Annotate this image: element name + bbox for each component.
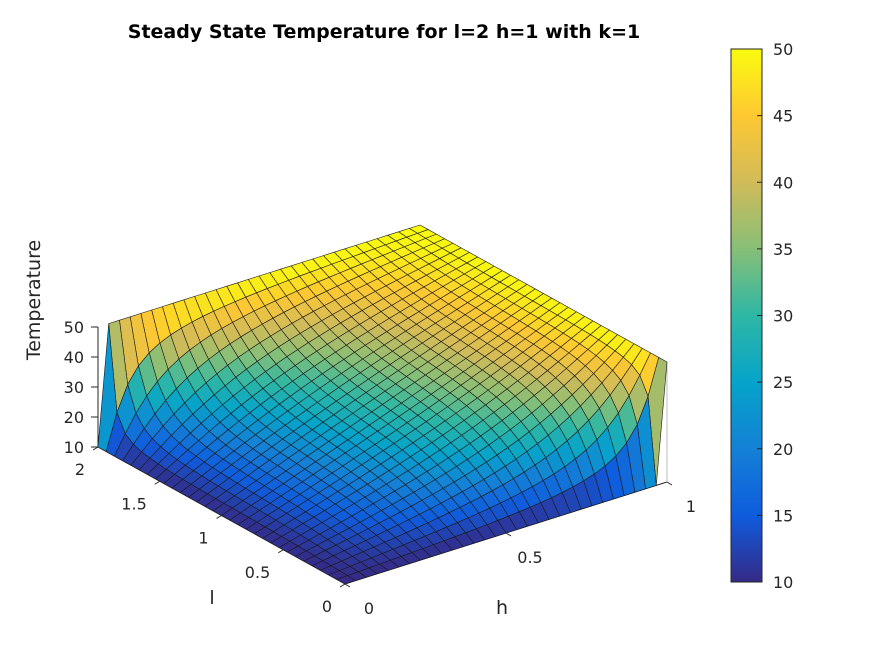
x-tick-labels: 00.51 — [364, 497, 696, 618]
colorbar-tick-label: 10 — [773, 573, 793, 592]
surface-plot — [97, 224, 668, 585]
y-tick-mark — [216, 515, 222, 519]
y-tick-label: 1 — [198, 529, 208, 548]
colorbar-tick-label: 20 — [773, 440, 793, 459]
chart-title: Steady State Temperature for l=2 h=1 wit… — [128, 21, 640, 43]
z-tick-label: 30 — [64, 378, 84, 397]
y-tick-mark — [339, 583, 346, 588]
z-axis-label: Temperature — [23, 240, 45, 361]
z-tick-label: 40 — [64, 348, 84, 367]
colorbar-tick-label: 45 — [773, 107, 793, 126]
colorbar-tick-label: 35 — [773, 240, 793, 259]
z-tick-label: 20 — [64, 408, 84, 427]
x-tick-label: 0.5 — [517, 548, 542, 567]
y-tick-label: 1.5 — [121, 494, 146, 513]
x-tick-label: 1 — [686, 497, 696, 516]
colorbar-gradient — [730, 48, 763, 583]
x-tick-mark — [505, 532, 512, 537]
colorbar-tick-label: 30 — [773, 307, 793, 326]
x-tick-mark — [344, 583, 351, 588]
colorbar: 10 15 20 25 30 35 40 45 50 — [730, 40, 793, 592]
colorbar-tick-label: 50 — [773, 40, 793, 59]
y-tick-label: 0.5 — [245, 563, 270, 582]
colorbar-tick-label: 25 — [773, 373, 793, 392]
y-tick-labels: 0 0.5 1 1.5 2 — [75, 460, 332, 616]
surface-patch — [336, 575, 357, 585]
y-tick-mark — [154, 480, 161, 485]
z-tick-label: 50 — [64, 318, 84, 337]
colorbar-tick-label: 40 — [773, 173, 793, 192]
y-tick-mark — [277, 549, 284, 554]
y-tick-label: 2 — [75, 460, 85, 479]
colorbar-tick-labels: 10 15 20 25 30 35 40 45 50 — [757, 40, 793, 592]
z-tick-labels: 10 20 30 40 50 — [64, 318, 84, 457]
colorbar-tick-label: 15 — [773, 506, 793, 525]
x-tick-label: 0 — [364, 599, 374, 618]
x-tick-mark — [666, 481, 673, 486]
x-axis-label: h — [496, 597, 508, 619]
z-tick-label: 10 — [64, 438, 84, 457]
y-tick-label: 0 — [322, 597, 332, 616]
y-axis-label: l — [209, 587, 214, 609]
